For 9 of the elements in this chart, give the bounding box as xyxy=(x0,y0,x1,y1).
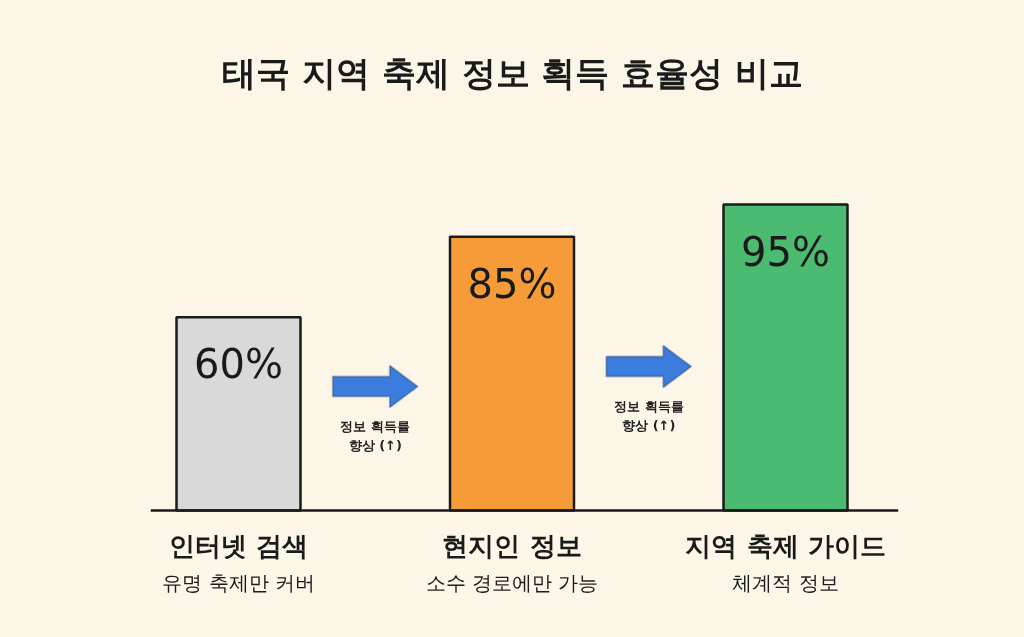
data-label: 60% xyxy=(194,341,283,388)
x-tick-label: 인터넷 검색 유명 축제만 커버 xyxy=(162,530,315,595)
x-tick-label: 현지인 정보 소수 경로에만 가능 xyxy=(425,530,599,595)
annotation: 정보 획득률 향상 (↑) xyxy=(613,399,684,433)
data-label: 85% xyxy=(467,260,557,307)
data-label: 95% xyxy=(741,228,830,275)
x-tick-label: 지역 축제 가이드 체계적 정보 xyxy=(685,530,886,595)
chart-title: 태국 지역 축제 정보 획득 효율성 비교 xyxy=(221,52,804,93)
annotation: 정보 획득률 향상 (↑) xyxy=(340,419,411,453)
